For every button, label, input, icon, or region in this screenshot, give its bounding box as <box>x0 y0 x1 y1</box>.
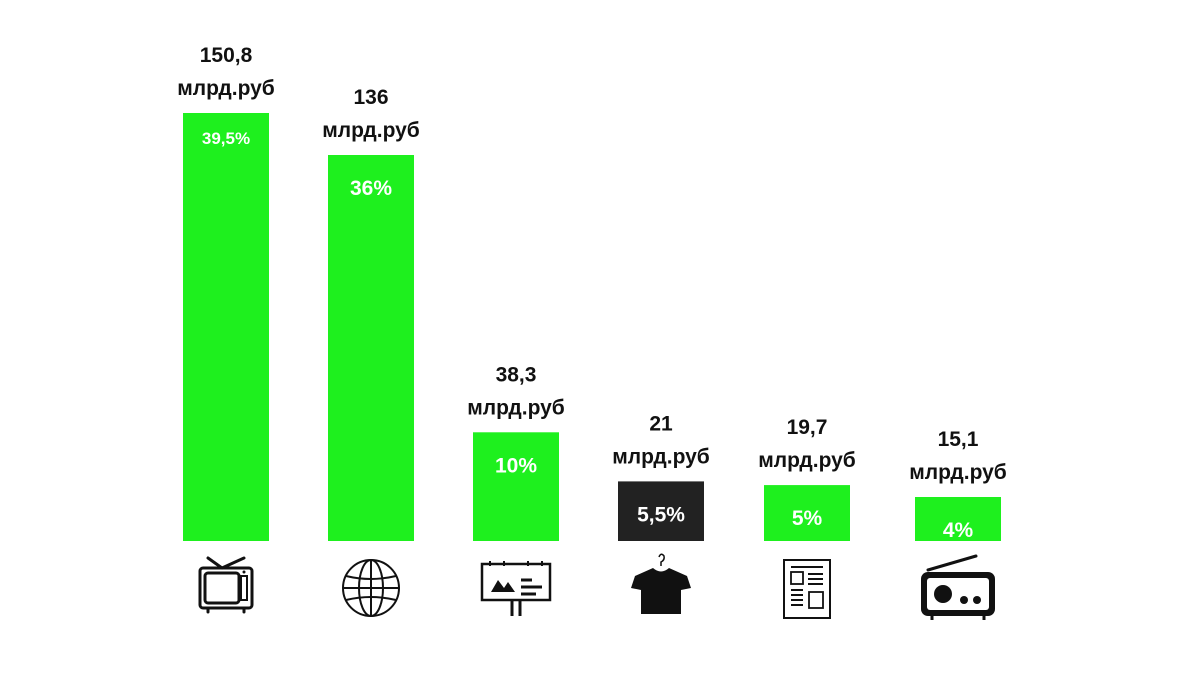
bar-4 <box>764 485 850 541</box>
percent-label-0: 39,5% <box>202 129 250 148</box>
amount-label-2-line-1: млрд.руб <box>467 396 565 419</box>
amount-label-1-line-0: 136 <box>353 86 388 109</box>
tshirt-icon <box>631 553 691 614</box>
bars-layer: 39,5% 150,8 млрд.руб 36% 136 млрд.руб 10% 38,3 м… <box>177 44 1007 542</box>
tv-icon <box>198 556 254 614</box>
percent-label-1: 36% <box>350 177 392 200</box>
amount-label-3-line-0: 21 <box>649 412 673 435</box>
amount-label-2-line-0: 38,3 <box>496 363 537 386</box>
newspaper-icon <box>783 559 831 619</box>
bar-3 <box>618 481 704 541</box>
percent-label-5: 4% <box>943 519 974 542</box>
amount-label-4-line-0: 19,7 <box>787 416 828 439</box>
icons-layer <box>198 553 995 620</box>
bar-5 <box>915 497 1001 541</box>
amount-label-3-line-1: млрд.руб <box>612 445 710 468</box>
amount-label-0-line-1: млрд.руб <box>177 77 275 100</box>
percent-label-3: 5,5% <box>637 503 685 526</box>
percent-label-4: 5% <box>792 507 823 530</box>
amount-label-0-line-0: 150,8 <box>200 44 253 67</box>
amount-label-5-line-0: 15,1 <box>938 428 979 451</box>
amount-label-4-line-1: млрд.руб <box>758 449 856 472</box>
percent-label-2: 10% <box>495 454 537 477</box>
bar-0 <box>183 113 269 541</box>
amount-label-5-line-1: млрд.руб <box>909 461 1007 484</box>
bar-1 <box>328 155 414 541</box>
amount-label-1-line-1: млрд.руб <box>322 119 420 142</box>
billboard-icon <box>480 561 552 616</box>
bar-2 <box>473 432 559 541</box>
radio-icon <box>921 554 995 620</box>
globe-icon <box>342 559 400 617</box>
